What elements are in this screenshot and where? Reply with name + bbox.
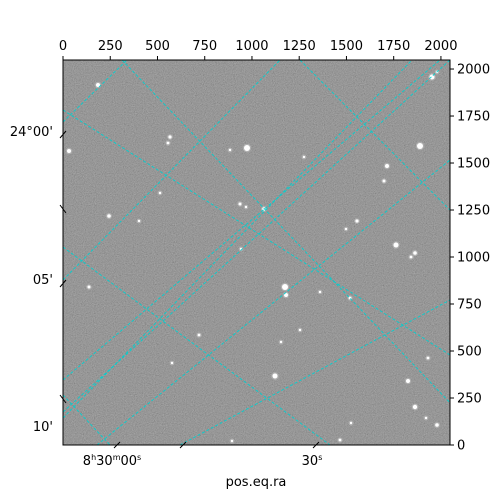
grid-line (63, 60, 281, 281)
grid-line (63, 246, 331, 445)
star (282, 284, 288, 290)
dec-tick-label: 10' (33, 420, 53, 435)
grid-line (63, 60, 441, 381)
dec-axis-left: 24°00' 05' 10' (10, 125, 67, 435)
star (344, 227, 348, 231)
star (424, 416, 428, 420)
star (298, 328, 302, 332)
grid-line (63, 109, 450, 356)
ra-axis-bottom: 8h30m00s 30s pos.eq.ra (83, 441, 323, 490)
dec-tick-mark (59, 394, 67, 404)
star (230, 439, 234, 443)
star (238, 202, 242, 206)
pixel-x-tick-label: 250 (98, 39, 123, 54)
pixel-y-tick-label: 500 (457, 345, 482, 360)
pixel-x-tick-label: 750 (192, 39, 217, 54)
star (170, 361, 174, 365)
pixel-y-tick-label: 750 (457, 298, 482, 313)
dec-tick-mark (59, 204, 67, 214)
star (412, 404, 418, 410)
pixel-y-axis-right: 0 250 500 750 1000 1250 1500 1750 2000 (450, 63, 490, 454)
star (96, 83, 100, 87)
star (355, 219, 359, 223)
grid-line (299, 60, 450, 211)
grid-line (63, 60, 450, 413)
plot-frame (62, 59, 451, 446)
grid-line (63, 394, 111, 445)
pixel-y-tick-label: 2000 (457, 63, 490, 78)
pixel-x-tick-label: 2000 (424, 39, 457, 54)
dec-tick-label: 05' (33, 273, 53, 288)
pixel-y-tick-label: 250 (457, 392, 482, 407)
pixel-x-tick-label: 0 (59, 39, 67, 54)
pixel-x-tick-label: 500 (145, 39, 170, 54)
star (302, 155, 306, 159)
star (338, 438, 342, 442)
star (158, 191, 162, 195)
star (67, 149, 71, 153)
pixel-x-tick-label: 1500 (330, 39, 363, 54)
coordinate-grid (63, 60, 450, 445)
pixel-x-axis-top: 0 250 500 750 1000 1250 1500 1750 2000 (59, 39, 457, 60)
ra-tick-label: 30s (302, 453, 323, 469)
star (107, 214, 111, 218)
star (426, 356, 430, 360)
pixel-x-tick-label: 1750 (377, 39, 410, 54)
pixel-y-tick-label: 0 (457, 439, 465, 454)
star (279, 340, 283, 344)
pixel-y-tick-label: 1250 (457, 204, 490, 219)
star (168, 135, 172, 139)
ra-tick-mark (312, 441, 320, 449)
x-axis-label: pos.eq.ra (226, 475, 287, 490)
star (417, 143, 423, 149)
star (382, 179, 386, 183)
star (385, 164, 389, 168)
pixel-x-tick-label: 1000 (235, 39, 268, 54)
dec-tick-mark (59, 130, 67, 139)
grid-line (179, 299, 450, 445)
ra-tick-mark (179, 441, 187, 449)
star (137, 219, 141, 223)
star (413, 251, 417, 255)
ra-tick-label: 8h30m00s (83, 453, 141, 469)
pixel-x-tick-label: 1250 (283, 39, 316, 54)
dec-tick-mark (59, 279, 67, 288)
star (244, 145, 250, 151)
image-panel (62, 59, 451, 446)
image-noise (63, 60, 450, 445)
star (228, 148, 232, 152)
ra-tick-mark (113, 441, 121, 449)
pixel-y-tick-label: 1000 (457, 251, 490, 266)
star (87, 285, 91, 289)
grid-line (63, 60, 413, 419)
star (409, 255, 413, 259)
star (272, 373, 278, 379)
star (197, 333, 201, 337)
pixel-y-tick-label: 1750 (457, 110, 490, 125)
star (393, 242, 399, 248)
star (406, 379, 410, 383)
star (435, 423, 439, 427)
star (349, 421, 353, 425)
star (318, 290, 322, 294)
grid-line (96, 159, 450, 445)
star (284, 293, 288, 297)
dec-tick-label: 24°00' (10, 125, 53, 140)
star (244, 205, 248, 209)
grid-line (121, 60, 450, 404)
pixel-y-tick-label: 1500 (457, 157, 490, 172)
stars-layer (65, 69, 440, 444)
star (166, 141, 170, 145)
